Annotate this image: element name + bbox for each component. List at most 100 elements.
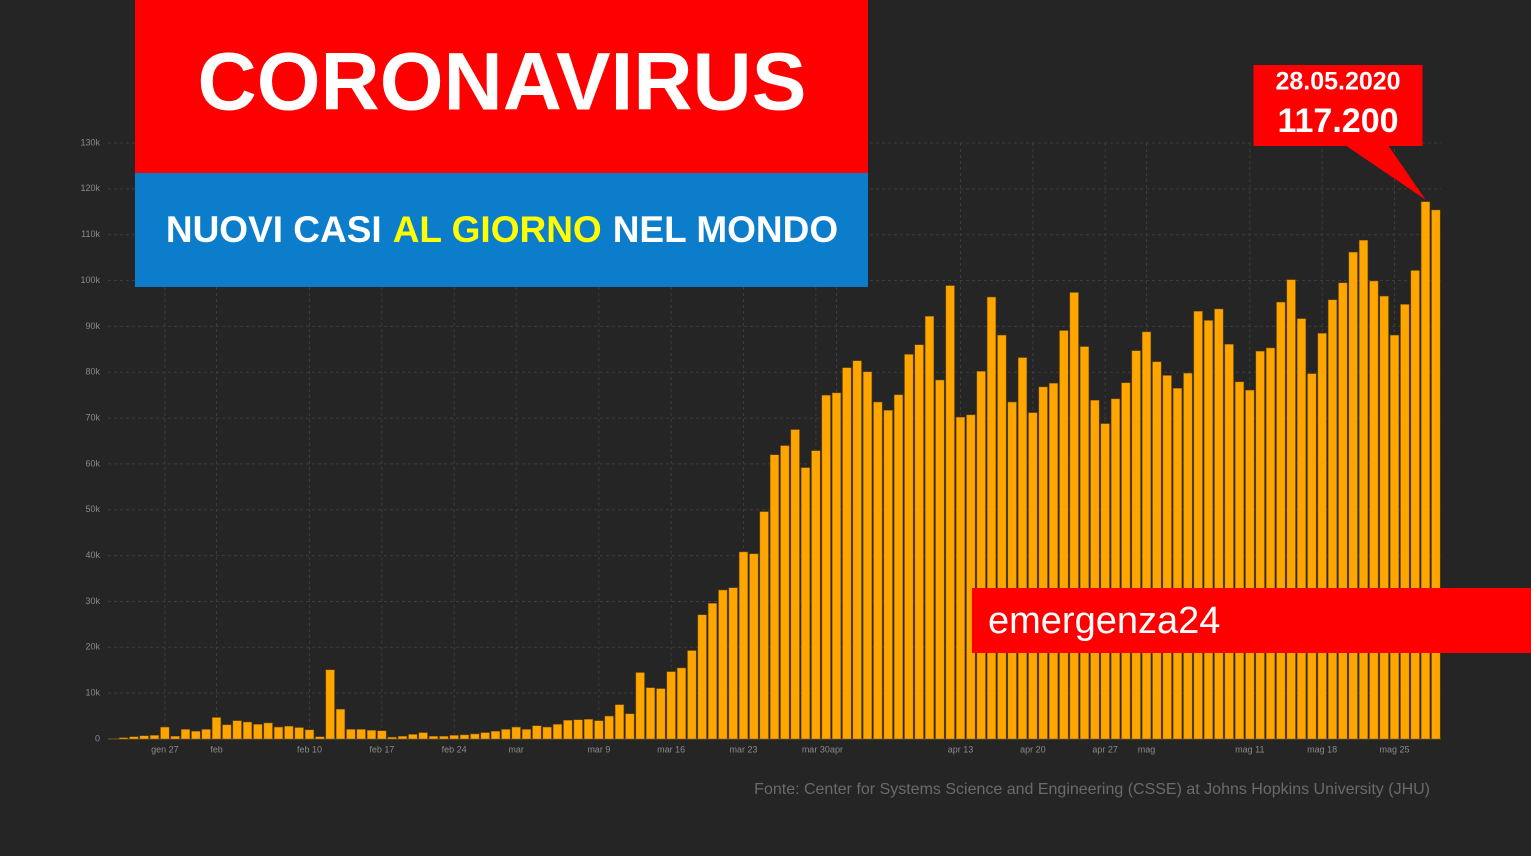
bar	[1059, 330, 1069, 740]
y-tick-label: 60k	[85, 458, 100, 468]
bar	[842, 367, 852, 740]
bar	[676, 667, 687, 740]
bar	[459, 734, 470, 740]
bar	[1379, 295, 1389, 740]
title-box	[135, 0, 868, 173]
bar	[118, 737, 129, 740]
bar	[718, 589, 728, 740]
x-tick-label: feb 17	[369, 744, 394, 754]
bar	[439, 735, 449, 740]
bar	[470, 733, 480, 740]
x-tick-label: mar 9	[587, 744, 610, 754]
bar	[387, 736, 397, 740]
bar	[180, 729, 191, 740]
bar	[366, 730, 377, 740]
y-tick-label: 110k	[81, 229, 100, 239]
x-tick-label: mag 25	[1379, 744, 1409, 754]
chart-subtitle: NUOVI CASI AL GIORNO NEL MONDO	[166, 209, 838, 250]
subtitle-part: NUOVI CASI	[166, 209, 382, 250]
bar	[552, 724, 563, 740]
x-tick-label: mar	[508, 744, 524, 754]
x-tick-label: mar 16	[657, 744, 685, 754]
bar	[604, 715, 614, 740]
bar	[1172, 388, 1183, 740]
bar	[1090, 399, 1100, 740]
bar	[656, 688, 666, 740]
bar	[397, 735, 408, 740]
bar	[1100, 423, 1110, 740]
bar	[1420, 201, 1431, 740]
y-tick-label: 20k	[85, 642, 100, 652]
bar	[1183, 372, 1193, 740]
bar	[501, 729, 511, 740]
value-label: 117.200	[1277, 102, 1398, 140]
bar	[191, 730, 201, 740]
bar	[1348, 251, 1358, 740]
bar	[904, 354, 914, 740]
bar	[893, 394, 904, 740]
bar	[1141, 331, 1152, 740]
bar	[170, 735, 180, 740]
bar	[687, 650, 697, 740]
y-tick-label: 100k	[80, 275, 100, 285]
bar	[1327, 299, 1338, 740]
y-tick-label: 50k	[85, 504, 100, 514]
x-tick-label: apr 27	[1092, 744, 1118, 754]
bar	[356, 729, 366, 740]
bar	[1234, 381, 1245, 740]
bar	[1317, 333, 1327, 740]
annotation: 28.05.2020 117.200	[1253, 65, 1426, 200]
bar	[1007, 401, 1017, 740]
bar	[521, 729, 532, 740]
y-tick-label: 70k	[85, 412, 100, 422]
bar	[1338, 282, 1348, 740]
annotation-date: 28.05.2020	[1275, 68, 1400, 96]
source: Fonte: Center for Systems Science and En…	[754, 781, 1430, 798]
bar	[1038, 386, 1048, 740]
bar	[1214, 308, 1224, 740]
x-tick-label: mag 11	[1235, 744, 1264, 754]
bar	[1152, 361, 1162, 740]
bar	[821, 394, 831, 740]
annotation-callout	[1253, 65, 1426, 200]
x-tick-label: mag	[1138, 744, 1156, 754]
x-tick-label: feb 10	[297, 744, 322, 754]
bar	[149, 735, 160, 740]
subtitle-part: NEL MONDO	[613, 209, 838, 250]
bar	[294, 727, 304, 740]
bar	[997, 334, 1007, 740]
bar	[645, 687, 656, 740]
y-tick-label: 120k	[80, 183, 100, 193]
bar	[594, 720, 604, 740]
brand: emergenza24	[988, 600, 1220, 642]
bar	[1224, 344, 1234, 740]
bar	[852, 360, 862, 740]
bar	[1358, 239, 1369, 740]
bar	[315, 736, 325, 740]
bar	[935, 379, 945, 740]
bar	[418, 732, 428, 740]
y-tick-label: 30k	[85, 596, 100, 606]
bar	[811, 450, 821, 740]
bar	[563, 719, 573, 740]
x-tick-label: apr	[830, 744, 843, 754]
x-tick-label: apr 20	[1020, 744, 1046, 754]
bar	[1307, 373, 1317, 740]
bar	[542, 726, 552, 740]
bar	[728, 587, 738, 740]
bar	[790, 429, 800, 740]
x-tick-label: mar 23	[729, 744, 757, 754]
bar	[377, 730, 387, 740]
bar	[211, 717, 222, 740]
bar	[759, 511, 769, 740]
bar	[697, 614, 707, 740]
y-tick-label: 80k	[85, 367, 100, 377]
bar	[966, 414, 976, 740]
bar	[1162, 375, 1172, 740]
bar	[222, 724, 232, 740]
bar	[1255, 350, 1265, 740]
bar	[976, 371, 986, 740]
bar	[1286, 279, 1296, 740]
bar	[1193, 311, 1203, 740]
